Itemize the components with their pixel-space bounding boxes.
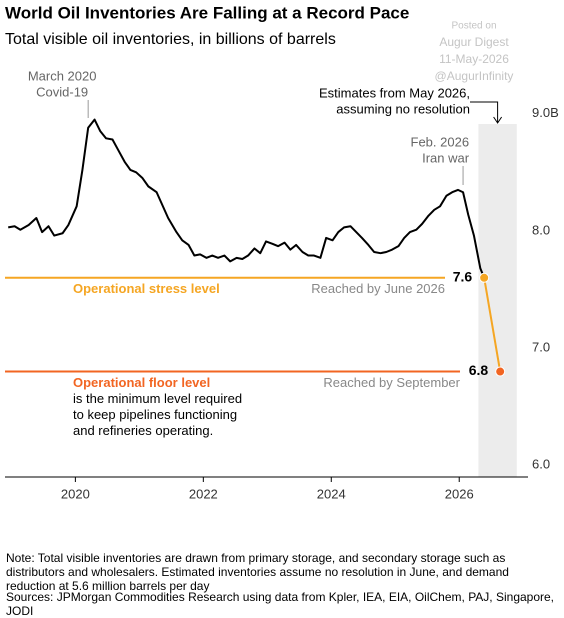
estimate-region	[478, 124, 517, 477]
annotation-text: Iran war	[422, 150, 470, 165]
chart-title: World Oil Inventories Are Falling at a R…	[5, 3, 409, 22]
note: Note: Total visible inventories are draw…	[6, 551, 509, 593]
point	[495, 366, 506, 377]
estimate-label: assuming no resolution	[336, 101, 470, 116]
value-label: 6.8	[469, 362, 489, 378]
y-tick-label: 8.0	[532, 222, 550, 237]
x-tick-label: 2020	[61, 486, 90, 501]
y-tick-label: 7.0	[532, 340, 550, 355]
chart: World Oil Inventories Are Falling at a R…	[5, 3, 559, 501]
reference-description: to keep pipelines functioning	[73, 407, 237, 422]
reference-note: Reached by June 2026	[311, 281, 445, 296]
x-tick-label: 2026	[445, 486, 474, 501]
line	[483, 277, 502, 372]
reference-description: is the minimum level required	[73, 391, 242, 406]
reference-label: Operational stress level	[73, 281, 220, 296]
x-tick-label: 2022	[189, 486, 218, 501]
reference-note: Reached by September	[323, 375, 460, 390]
point	[479, 272, 490, 283]
watermark: Augur Digest	[439, 35, 509, 49]
estimate-arrow	[470, 101, 503, 124]
y-tick-label: 9.0B	[532, 105, 559, 120]
watermark: Posted on	[451, 21, 496, 32]
source: Sources: JPMorgan Commodities Research u…	[6, 590, 555, 618]
watermark: @AugurInfinity	[435, 69, 514, 83]
annotation-text: March 2020	[28, 68, 97, 83]
y-tick-label: 6.0	[532, 457, 550, 472]
reference-label: Operational floor level	[73, 375, 210, 390]
line	[8, 118, 486, 279]
estimate-label: Estimates from May 2026,	[319, 85, 470, 100]
watermark: 11-May-2026	[439, 52, 509, 66]
x-tick-label: 2024	[317, 486, 346, 501]
reference-description: and refineries operating.	[73, 423, 213, 438]
value-label: 7.6	[453, 268, 473, 284]
annotation-text: Feb. 2026	[411, 134, 470, 149]
chart-subtitle: Total visible oil inventories, in billio…	[5, 31, 336, 48]
annotation-text: Covid-19	[36, 84, 88, 99]
